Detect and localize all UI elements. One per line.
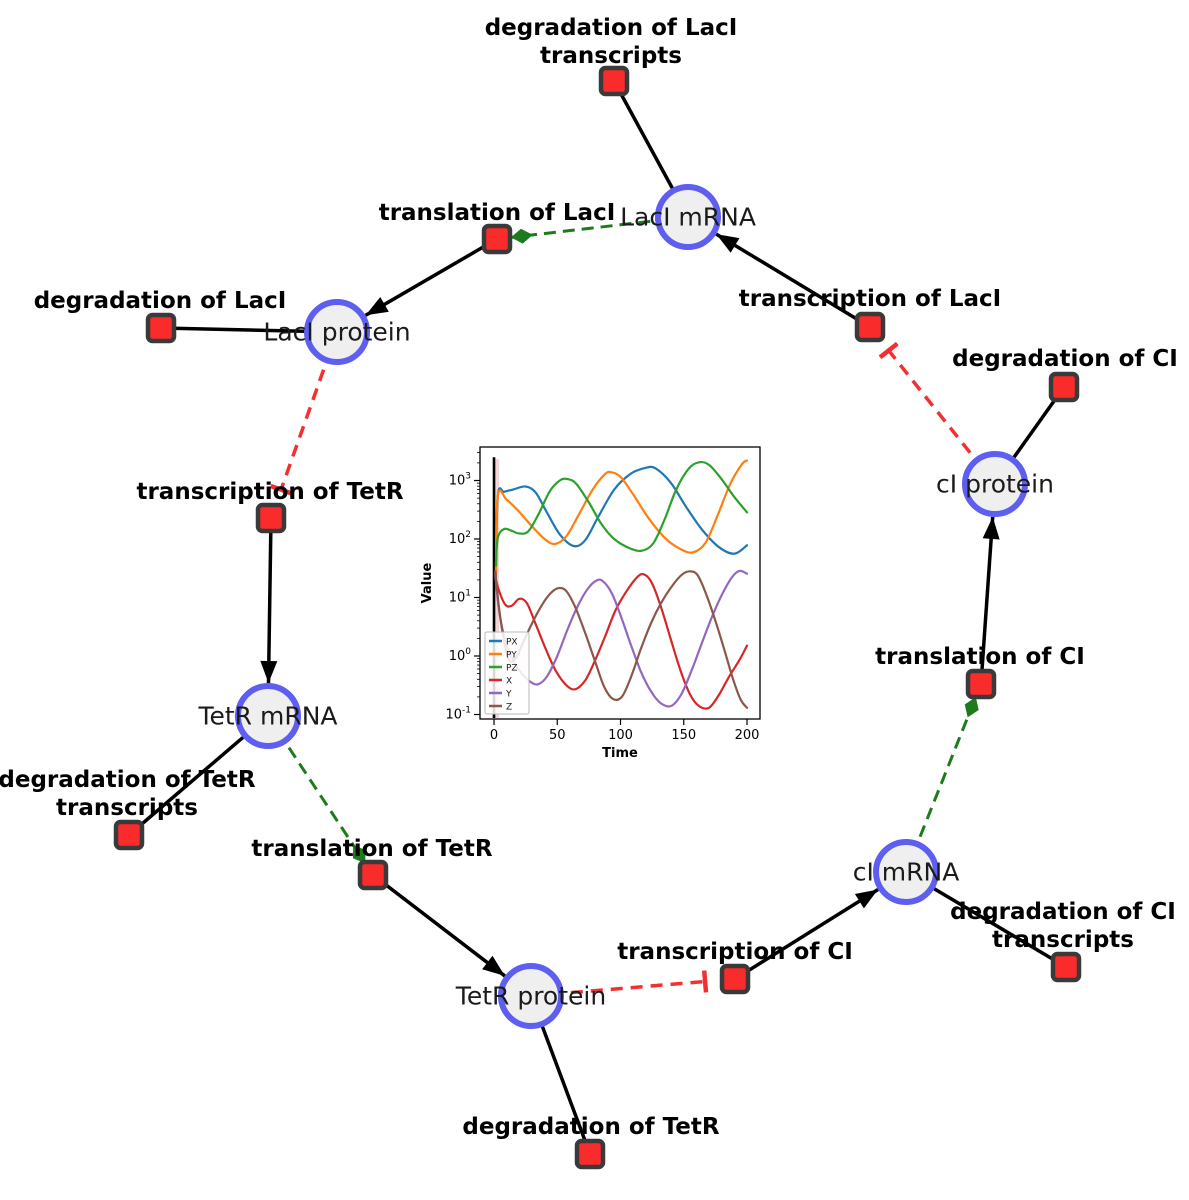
reaction-node-deg-tetr-transcripts <box>113 819 145 851</box>
legend-label-Y: Y <box>505 690 512 700</box>
reaction-label-deg-ci-transcripts-line2: transcripts <box>992 927 1134 953</box>
edge-translation-laci-laci-protein <box>364 237 498 317</box>
x-tick-label: 50 <box>549 728 566 743</box>
x-tick-label: 200 <box>735 728 760 743</box>
chart-legend: PX PY PZ XYZ <box>484 631 530 715</box>
y-tick-base: 10 <box>445 708 462 723</box>
species-label-tetr-protein: TetR protein <box>455 982 606 1011</box>
y-tick-exponent: 2 <box>465 530 471 540</box>
modifier-diamond <box>964 697 979 718</box>
y-tick-exponent: 1 <box>465 589 471 599</box>
reaction-node-deg-ci <box>1048 371 1080 403</box>
species-label-ci-mrna: cI mRNA <box>853 858 960 887</box>
edge-transcription-ci-ci-mrna <box>734 888 879 981</box>
nodes-layer <box>113 65 1082 1170</box>
reaction-node-deg-ci-transcripts <box>1050 951 1082 983</box>
species-node-ci-mrna <box>873 839 939 905</box>
reaction-label-translation-laci: translation of LacI <box>379 200 616 226</box>
legend-label-PZ: PZ <box>506 664 518 674</box>
y-tick-base: 10 <box>449 649 466 664</box>
reaction-label-transcription-laci: transcription of LacI <box>739 286 1002 312</box>
arrowhead <box>716 234 740 253</box>
species-label-laci-protein: LacI protein <box>263 318 410 347</box>
edge-markers-layer <box>260 228 1000 993</box>
reaction-node-deg-tetr <box>574 1138 606 1170</box>
species-node-laci-mrna <box>655 184 721 250</box>
reaction-node-translation-laci <box>481 223 513 255</box>
edge-transcription-tetr-tetr-mrna <box>266 517 273 684</box>
arrowhead <box>854 889 879 909</box>
legend-label-X: X <box>506 677 512 687</box>
reaction-node-deg-laci-transcripts <box>598 65 630 97</box>
y-tick-exponent: 3 <box>465 472 471 482</box>
reaction-label-deg-laci-transcripts-line2: transcripts <box>540 43 682 69</box>
y-tick-label: 103 <box>449 472 471 489</box>
edge-translation-tetr-tetr-protein <box>371 873 506 978</box>
inhibitor-tee <box>878 341 899 360</box>
reaction-node-translation-ci <box>965 668 997 700</box>
y-tick-label: 100 <box>449 647 472 664</box>
x-tick-label: 150 <box>671 728 696 743</box>
reaction-label-transcription-tetr: transcription of TetR <box>136 479 403 505</box>
reaction-label-transcription-ci: transcription of CI <box>617 939 853 965</box>
legend-label-PY: PY <box>506 651 517 661</box>
species-label-laci-mrna: LacI mRNA <box>620 203 756 232</box>
reaction-label-translation-ci: translation of CI <box>875 644 1085 670</box>
reaction-node-deg-laci <box>145 312 177 344</box>
edge-transcription-laci-laci-mrna <box>715 232 871 329</box>
series-PY <box>494 459 749 576</box>
species-label-tetr-mrna: TetR mRNA <box>197 702 337 731</box>
series-X <box>494 572 749 710</box>
species-label-ci-protein: cI protein <box>936 470 1054 499</box>
modifier-diamond <box>352 844 366 864</box>
y-tick-label: 102 <box>449 530 471 547</box>
reaction-label-deg-ci: degradation of CI <box>952 346 1178 372</box>
edge-translation-ci-ci-protein <box>979 516 995 685</box>
edge-ci-mrna-translation-ci <box>904 683 983 873</box>
legend-label-PX: PX <box>506 638 518 648</box>
arrowhead <box>365 297 389 316</box>
reaction-label-translation-tetr: translation of TetR <box>251 836 492 862</box>
y-tick-base: 10 <box>449 591 466 606</box>
x-tick-label: 100 <box>608 728 633 743</box>
reaction-node-transcription-ci <box>719 963 751 995</box>
y-tick-exponent: 0 <box>465 647 471 657</box>
reaction-node-transcription-laci <box>854 311 886 343</box>
y-tick-base: 10 <box>449 474 466 489</box>
y-tick-label: 101 <box>449 589 471 606</box>
arrowhead <box>260 660 278 684</box>
reaction-label-deg-ci-transcripts-line1: degradation of CI <box>950 899 1176 925</box>
reaction-label-deg-tetr: degradation of TetR <box>462 1114 719 1140</box>
x-tick-label: 0 <box>490 728 498 743</box>
reaction-label-deg-tetr-transcripts-line1: degradation of TetR <box>0 767 256 793</box>
y-tick-base: 10 <box>449 532 466 547</box>
species-node-tetr-protein <box>498 963 564 1029</box>
arrowhead <box>982 516 1000 540</box>
reaction-label-deg-laci-transcripts-line1: degradation of LacI <box>485 15 738 41</box>
reaction-label-deg-tetr-transcripts-line2: transcripts <box>56 795 198 821</box>
species-node-laci-protein <box>304 299 370 365</box>
modifier-diamond <box>510 228 533 244</box>
reaction-node-transcription-tetr <box>255 502 287 534</box>
y-tick-label: 10-1 <box>445 706 471 723</box>
inhibitor-tee <box>701 970 709 993</box>
x-axis-title: Time <box>602 746 638 761</box>
reaction-node-translation-tetr <box>357 859 389 891</box>
y-axis-title: Value <box>420 562 435 603</box>
series-PZ <box>494 460 749 567</box>
species-node-ci-protein <box>962 451 1028 517</box>
species-node-tetr-mrna <box>235 683 301 749</box>
y-tick-exponent: -1 <box>462 706 471 716</box>
reaction-label-deg-laci: degradation of LacI <box>34 288 287 314</box>
inhibitor-tee <box>269 483 293 496</box>
arrowhead <box>482 955 505 976</box>
labels-layer: LacI mRNA LacI protein cI protein TetR mRNA… <box>0 15 1178 1140</box>
legend-label-Z: Z <box>506 703 512 713</box>
